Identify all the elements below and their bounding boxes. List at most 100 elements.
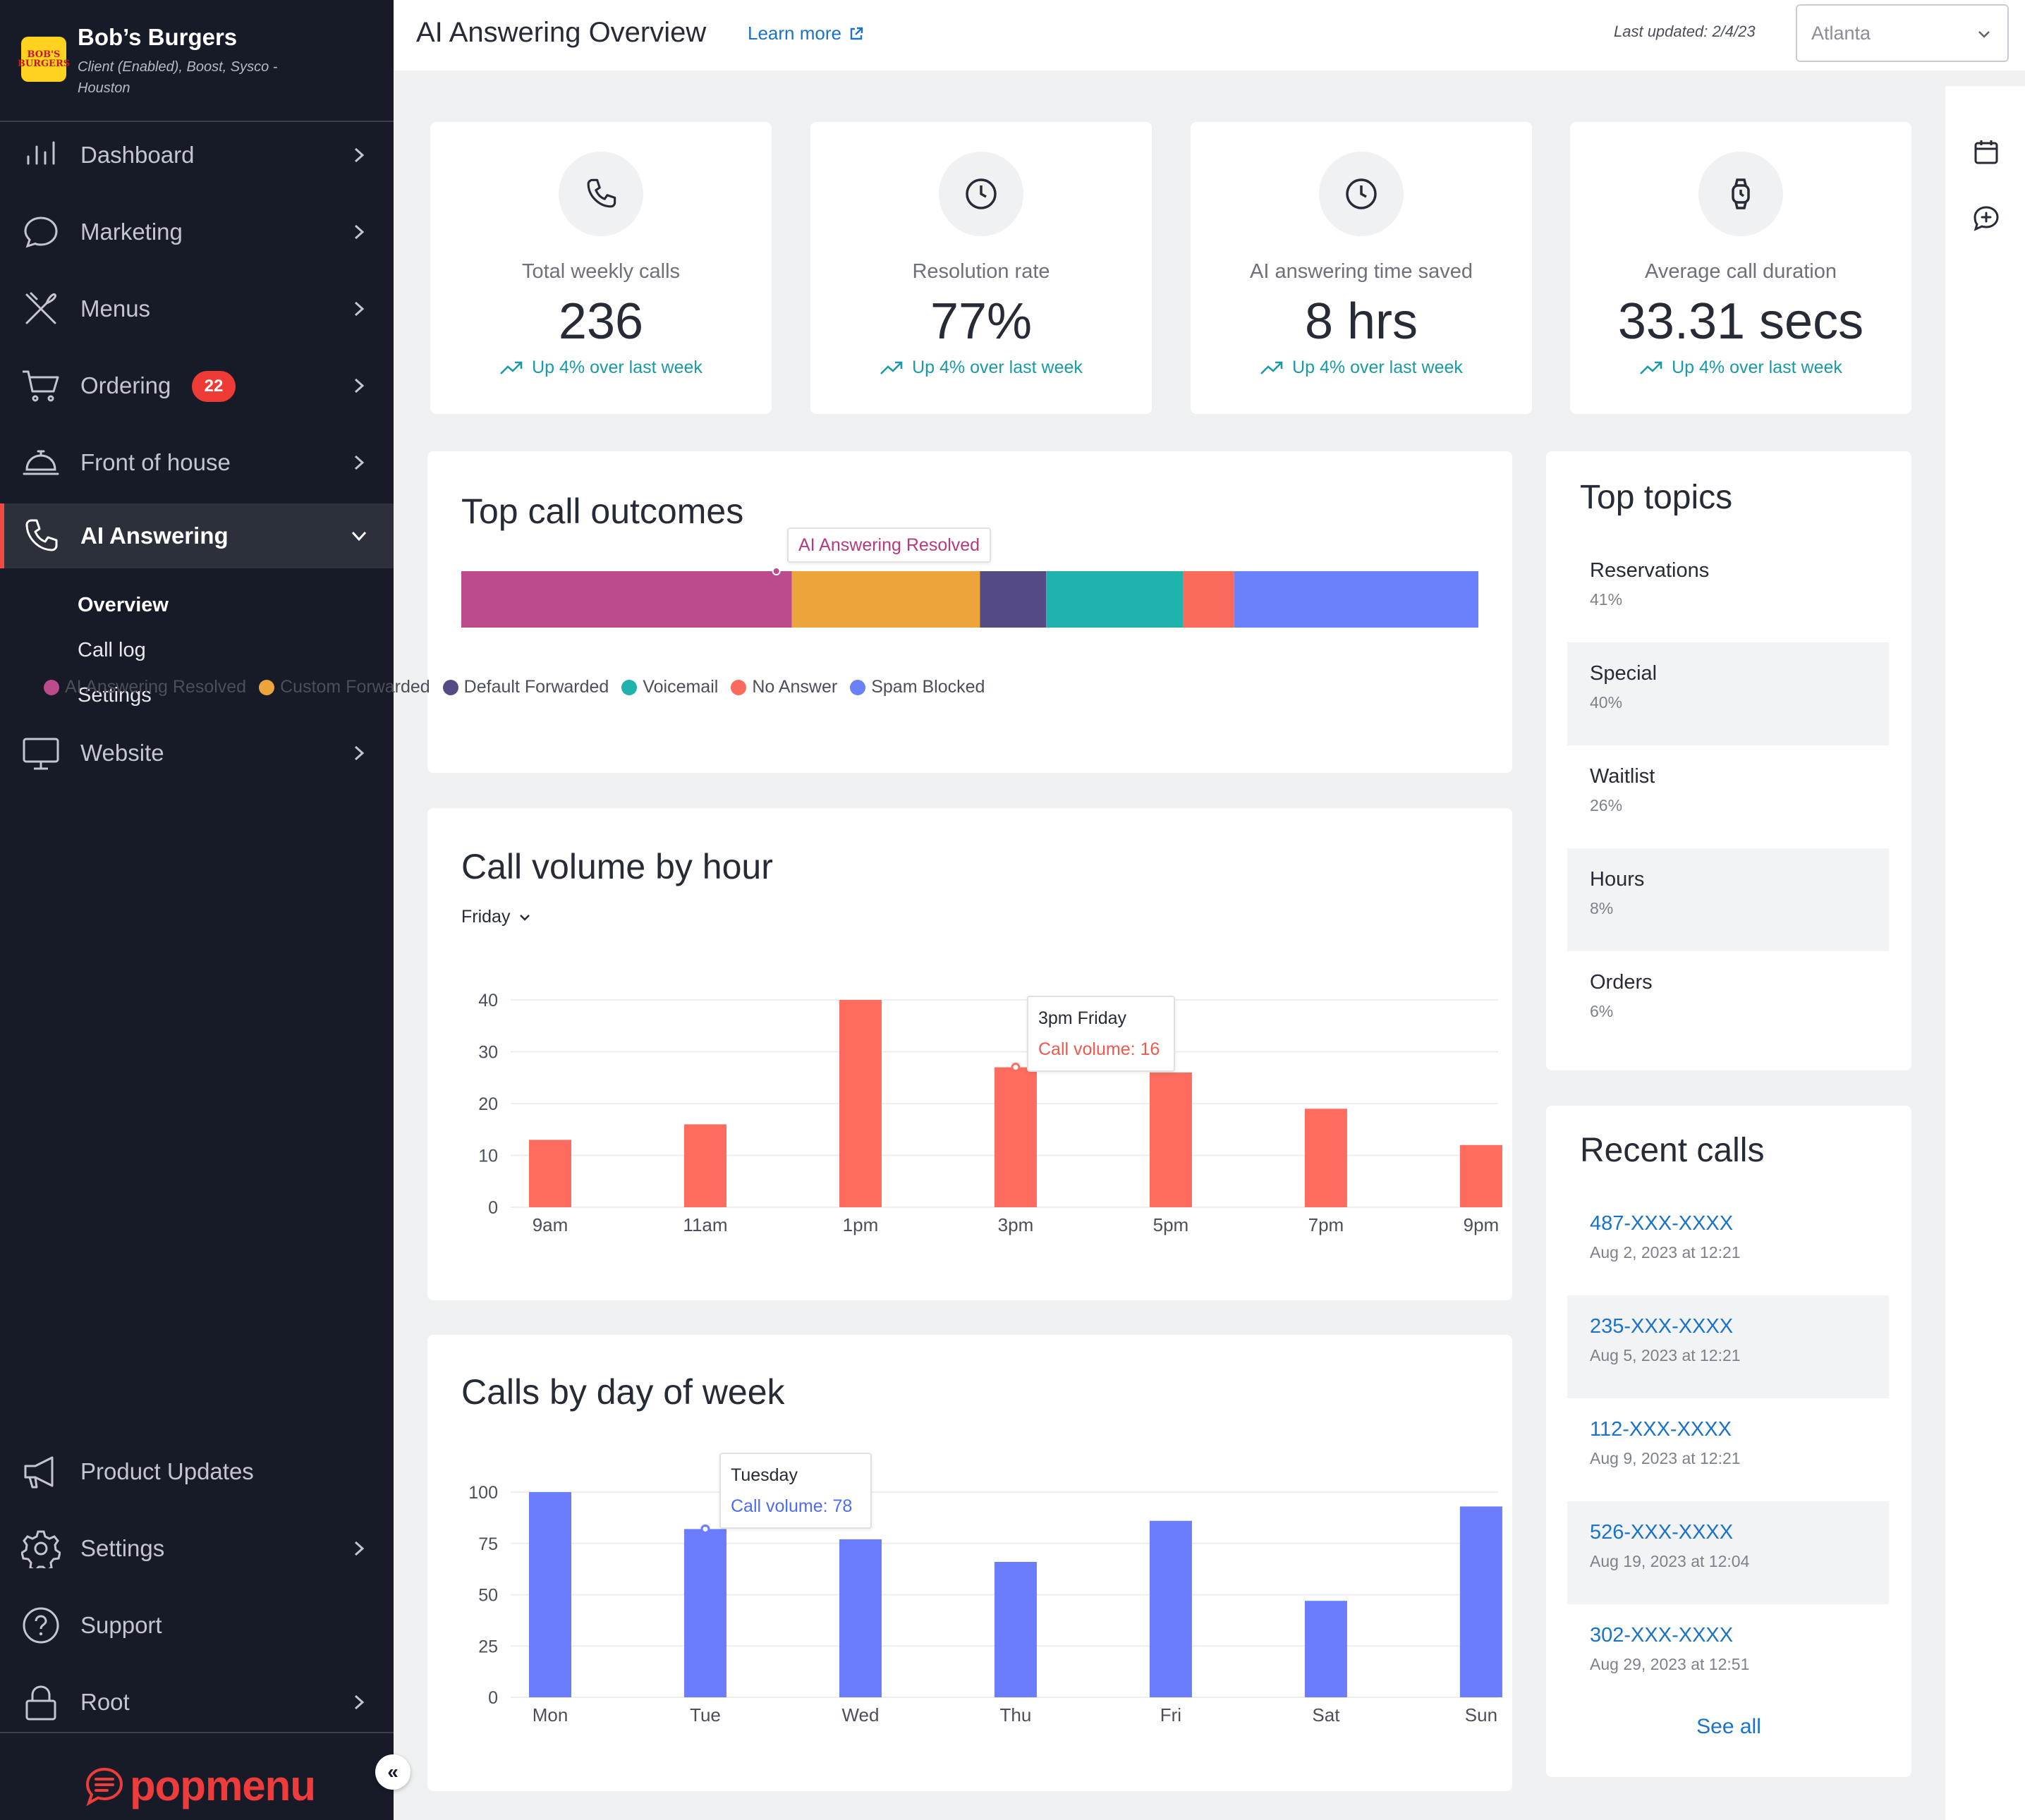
day-filter-dropdown[interactable]: Friday — [461, 907, 533, 927]
outcome-segment[interactable] — [461, 571, 792, 628]
x-tick-label: 3pm — [998, 1214, 1034, 1235]
clock-icon — [1346, 178, 1377, 209]
stat-icon-wrap — [939, 152, 1023, 236]
calendar-icon[interactable] — [1972, 138, 2000, 166]
y-tick-label: 0 — [488, 1198, 498, 1218]
stat-icon-wrap — [1319, 152, 1404, 236]
legend-item[interactable]: No Answer — [731, 677, 837, 697]
y-tick-label: 0 — [488, 1688, 498, 1708]
call-phone-link[interactable]: 302-XXX-XXXX — [1590, 1624, 1734, 1647]
topic-name: Hours — [1590, 868, 1645, 891]
chevron-right-icon — [354, 1694, 365, 1710]
call-phone-link[interactable]: 235-XXX-XXXX — [1590, 1315, 1734, 1338]
card-title: Recent calls — [1580, 1132, 1765, 1169]
calls-by-day-chart: 0 25 50 75 100 Mon Tue Wed Thu Fri Sat Sun — [468, 1483, 1502, 1726]
trending-up-icon — [1640, 361, 1662, 374]
sidebar-item-website[interactable]: Website — [0, 721, 394, 786]
legend-item[interactable]: Voicemail — [621, 677, 718, 697]
topic-row-hours: Hours 8% — [1567, 848, 1889, 951]
account-switcher[interactable]: BOB'S BURGERS Bob’s Burgers Client (Enabl… — [0, 0, 394, 122]
y-tick-label: 20 — [478, 1094, 498, 1114]
sidebar-item-label: Website — [80, 740, 164, 766]
recent-call-row[interactable]: 112-XXX-XXXX Aug 9, 2023 at 12:21 — [1567, 1398, 1889, 1501]
recent-call-row[interactable]: 487-XXX-XXXX Aug 2, 2023 at 12:21 — [1567, 1192, 1889, 1295]
outcome-segment[interactable] — [1234, 571, 1478, 628]
chart-bar[interactable] — [1149, 1072, 1192, 1207]
recent-call-row[interactable]: 235-XXX-XXXX Aug 5, 2023 at 12:21 — [1567, 1295, 1889, 1398]
sidebar-item-root[interactable]: Root — [0, 1670, 394, 1735]
recent-call-row[interactable]: 302-XXX-XXXX Aug 29, 2023 at 12:51 — [1567, 1604, 1889, 1707]
sidebar-item-settings[interactable]: Settings — [0, 1516, 394, 1581]
bar-chart-icon — [27, 141, 55, 165]
chart-bar[interactable] — [683, 1124, 726, 1207]
subnav-call-log[interactable]: Call log — [78, 639, 146, 661]
chart-bar[interactable] — [1459, 1144, 1502, 1207]
stat-trend: Up 4% over last week — [1570, 358, 1911, 378]
chart-bar[interactable] — [1304, 1601, 1347, 1697]
chart-bar[interactable] — [1459, 1506, 1502, 1697]
hour-tooltip: 3pm Friday Call volume: 16 — [1027, 996, 1175, 1072]
sidebar-item-support[interactable]: Support — [0, 1593, 394, 1658]
outcome-segment[interactable] — [980, 571, 1047, 628]
sidebar-item-ai-answering[interactable]: AI Answering — [0, 503, 394, 568]
external-link-icon — [850, 27, 863, 39]
outcome-segment[interactable] — [1183, 571, 1234, 628]
sidebar-item-dashboard[interactable]: Dashboard — [0, 123, 394, 188]
chat-add-icon[interactable] — [1972, 204, 2000, 233]
legend-item[interactable]: Default Forwarded — [442, 677, 609, 697]
chart-bar[interactable] — [529, 1492, 571, 1697]
subnav-settings[interactable]: Settings — [78, 684, 152, 707]
sidebar-item-product-updates[interactable]: Product Updates — [0, 1439, 394, 1504]
sidebar-item-ordering[interactable]: Ordering 22 — [0, 353, 394, 418]
call-phone-link[interactable]: 112-XXX-XXXX — [1590, 1418, 1732, 1441]
card-title: Calls by day of week — [461, 1372, 785, 1412]
chart-bar[interactable] — [994, 1067, 1037, 1207]
sidebar-item-label: Dashboard — [80, 142, 195, 168]
stat-trend: Up 4% over last week — [430, 358, 772, 378]
learn-more-link[interactable]: Learn more — [748, 23, 864, 44]
x-tick-label: 7pm — [1308, 1214, 1344, 1235]
sidebar-item-menus[interactable]: Menus — [0, 276, 394, 341]
legend-item[interactable]: Spam Blocked — [850, 677, 985, 697]
sidebar-item-marketing[interactable]: Marketing — [0, 200, 394, 264]
day-tooltip: Tuesday Call volume: 78 — [719, 1453, 872, 1529]
top-topics-card: Top topics Reservations 41% Special 40% … — [1546, 451, 1911, 1070]
topic-percent: 6% — [1590, 1002, 1614, 1020]
collapse-sidebar-button[interactable]: « — [375, 1754, 411, 1790]
chart-bar[interactable] — [994, 1561, 1037, 1697]
chart-bar[interactable] — [529, 1140, 571, 1207]
call-phone-link[interactable]: 487-XXX-XXXX — [1590, 1212, 1734, 1235]
outcome-tooltip: AI Answering Resolved — [787, 527, 992, 563]
clock-icon — [966, 178, 997, 209]
x-tick-label: Fri — [1160, 1704, 1181, 1726]
top-header: AI Answering Overview Learn more Last up… — [394, 0, 2025, 71]
see-all-link[interactable]: See all — [1696, 1715, 1761, 1738]
stat-value: 236 — [558, 293, 644, 350]
stat-value: 8 hrs — [1304, 293, 1418, 350]
recent-calls-card: Recent calls 487-XXX-XXXX Aug 2, 2023 at… — [1546, 1106, 1911, 1777]
legend-item[interactable]: Custom Forwarded — [259, 677, 430, 697]
stat-icon-wrap — [559, 152, 643, 236]
location-select[interactable]: Atlanta — [1796, 4, 2009, 62]
x-tick-label: 9am — [533, 1214, 568, 1235]
call-phone-link[interactable]: 526-XXX-XXXX — [1590, 1521, 1734, 1544]
chart-bar[interactable] — [839, 1000, 882, 1207]
chart-bar[interactable] — [1304, 1109, 1347, 1207]
sidebar-item-front-of-house[interactable]: Front of house — [0, 430, 394, 495]
outcome-segment[interactable] — [791, 571, 980, 628]
legend-item[interactable]: AI Answering Resolved — [44, 677, 246, 697]
topic-percent: 41% — [1590, 590, 1623, 609]
stat-value: 33.31 secs — [1617, 293, 1864, 350]
chart-bar[interactable] — [839, 1539, 882, 1697]
recent-call-row[interactable]: 526-XXX-XXXX Aug 19, 2023 at 12:04 — [1567, 1501, 1889, 1604]
chart-bar[interactable] — [1149, 1520, 1192, 1697]
gear-icon — [21, 1530, 61, 1568]
subnav-overview[interactable]: Overview — [78, 594, 169, 616]
lock-icon — [25, 1685, 56, 1721]
legend-label: AI Answering Resolved — [65, 677, 247, 697]
outcome-segment[interactable] — [1046, 571, 1184, 628]
chart-bar[interactable] — [683, 1529, 726, 1697]
topic-name: Reservations — [1590, 559, 1710, 582]
call-time: Aug 2, 2023 at 12:21 — [1590, 1243, 1741, 1262]
stat-trend: Up 4% over last week — [810, 358, 1152, 378]
